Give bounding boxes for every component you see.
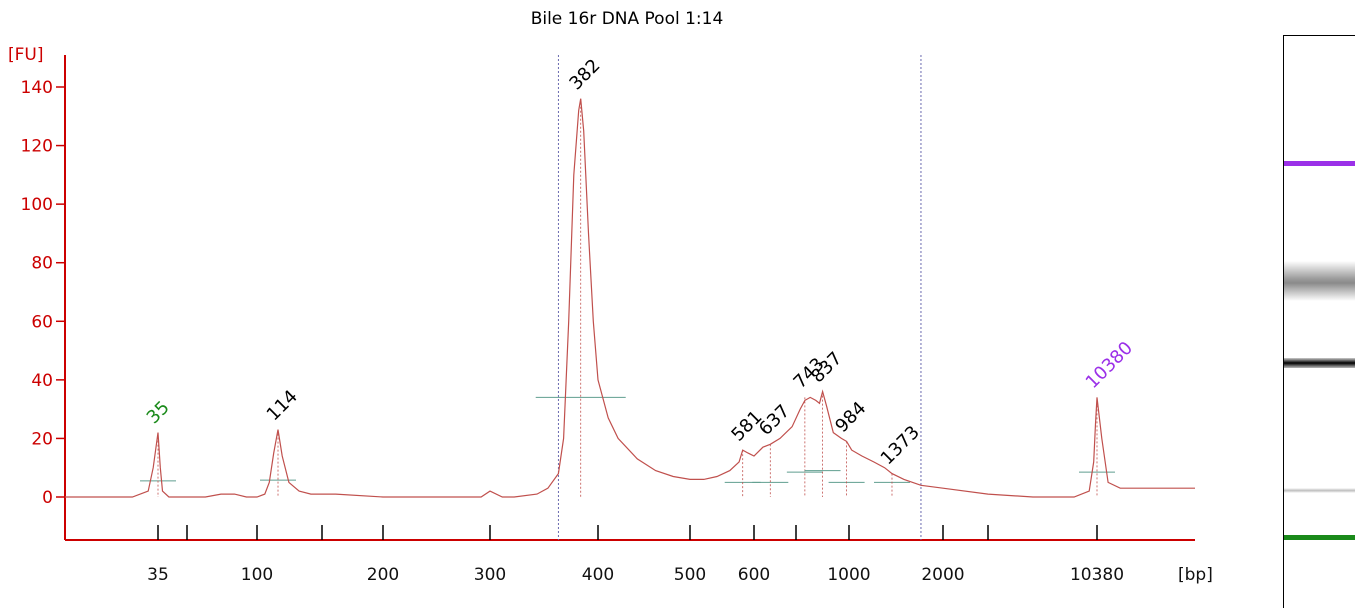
- gel-smear-band: [1284, 261, 1355, 301]
- x-tick-label: 35: [147, 565, 169, 585]
- gel-upper-marker-band: [1284, 161, 1355, 166]
- peak-label: 637: [755, 401, 794, 440]
- chart-title: Bile 16r DNA Pool 1:14: [531, 9, 724, 29]
- region-guides: [557, 55, 922, 540]
- peak-label: 35: [143, 397, 174, 428]
- electropherogram-chart: Bile 16r DNA Pool 1:14 0 20 40 60 80 100 120 14…: [8, 9, 1213, 585]
- x-axis-label: [bp]: [1178, 565, 1213, 585]
- x-tick-label: 200: [367, 565, 399, 585]
- gel-faint-band: [1284, 488, 1355, 493]
- peak-label: 10380: [1082, 338, 1137, 393]
- y-axis-label: [FU]: [8, 45, 44, 65]
- gel-image-lane: [1283, 35, 1355, 608]
- peak-label: 382: [565, 55, 604, 94]
- y-tick-label: 140: [21, 78, 53, 98]
- x-tick-label: 10380: [1070, 565, 1124, 585]
- gel-lower-marker-band: [1284, 535, 1355, 540]
- x-tick-label: 600: [738, 565, 770, 585]
- fluorescence-trace: [65, 98, 1195, 498]
- gel-main-band: [1284, 358, 1355, 368]
- x-tick-label: 1000: [827, 565, 870, 585]
- x-tick-label: 500: [674, 565, 706, 585]
- y-tick-label: 60: [31, 312, 53, 332]
- x-tick-label: 100: [241, 565, 273, 585]
- x-tick-label: 300: [474, 565, 506, 585]
- y-tick-label: 0: [42, 488, 53, 508]
- peak-label: 114: [263, 386, 302, 425]
- peak-label: 984: [831, 398, 870, 437]
- x-tick-label: 2000: [921, 565, 964, 585]
- x-tick-label: 400: [582, 565, 614, 585]
- peak-baselines: [140, 98, 1115, 497]
- axes: 0 20 40 60 80 100 120 140 35 100 200 300 400 500 600 10…: [21, 55, 1195, 585]
- y-tick-label: 80: [31, 254, 53, 274]
- y-tick-label: 120: [21, 137, 53, 157]
- y-tick-label: 40: [31, 371, 53, 391]
- y-tick-label: 20: [31, 429, 53, 449]
- peak-label: 1373: [877, 422, 924, 469]
- y-tick-label: 100: [21, 195, 53, 215]
